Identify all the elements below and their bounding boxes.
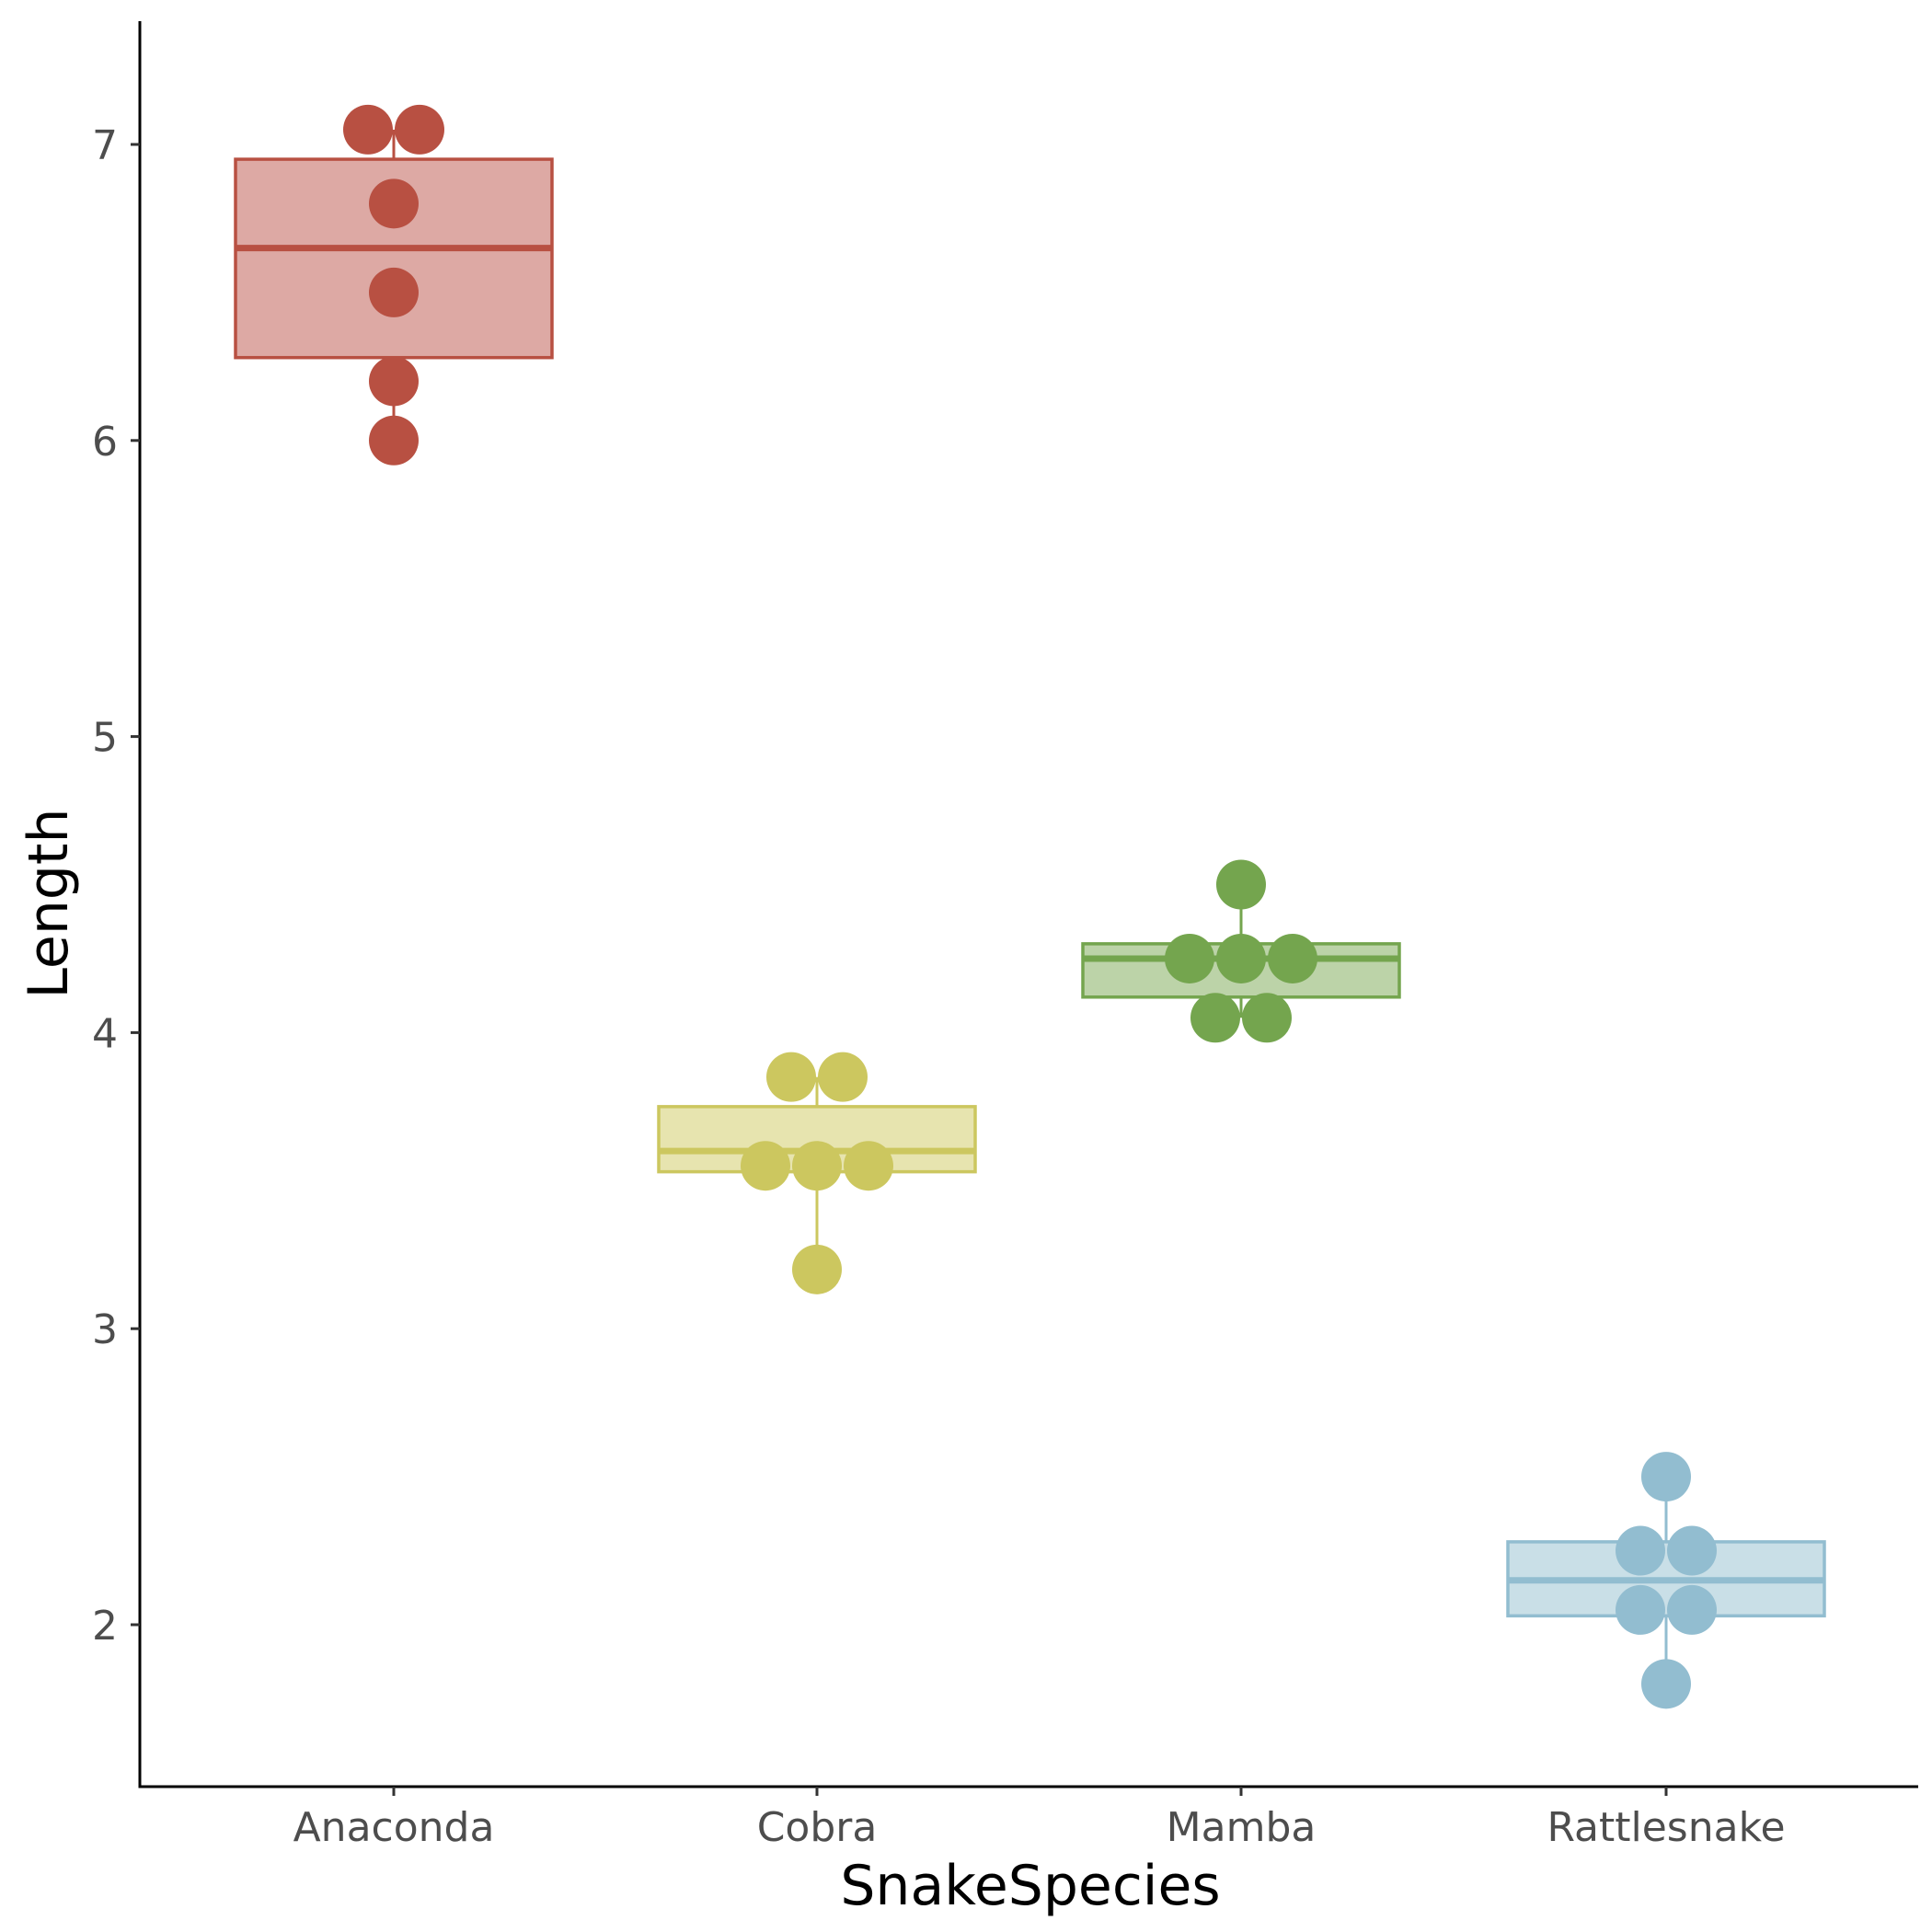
- x-tick-label: Anaconda: [293, 1804, 495, 1851]
- data-point-rattlesnake: [1641, 1452, 1691, 1502]
- data-point-mamba: [1242, 993, 1292, 1043]
- box-rattlesnake: [1506, 1477, 1826, 1685]
- data-point-rattlesnake: [1616, 1525, 1665, 1576]
- data-point-anaconda: [395, 104, 444, 155]
- y-tick-label: 2: [92, 1603, 118, 1650]
- data-point-anaconda: [343, 104, 393, 155]
- data-point-mamba: [1268, 933, 1317, 983]
- data-point-rattlesnake: [1667, 1525, 1717, 1576]
- y-axis-title: Length: [17, 809, 81, 999]
- axes-layer: [138, 21, 1918, 1788]
- data-point-cobra: [818, 1052, 868, 1102]
- y-tick-label: 3: [92, 1306, 118, 1353]
- data-point-cobra: [741, 1141, 790, 1191]
- data-point-anaconda: [369, 415, 419, 466]
- points-layer: [343, 104, 1717, 1709]
- data-point-anaconda: [369, 356, 419, 407]
- data-point-mamba: [1216, 859, 1266, 910]
- data-point-anaconda: [369, 178, 419, 229]
- x-axis-title: SnakeSpecies: [840, 1854, 1220, 1918]
- data-point-rattlesnake: [1641, 1659, 1691, 1709]
- data-point-anaconda: [369, 267, 419, 317]
- data-point-mamba: [1216, 933, 1266, 983]
- x-tick-label: Rattlesnake: [1547, 1804, 1785, 1851]
- data-point-cobra: [766, 1052, 816, 1102]
- data-point-mamba: [1165, 933, 1214, 983]
- y-tick-label: 4: [92, 1010, 118, 1057]
- y-tick-label: 5: [92, 715, 118, 762]
- data-point-cobra: [844, 1141, 893, 1191]
- ticks-layer: Anaconda Cobra Mamba Rattlesnake 2 3 4 5 6 7: [92, 122, 1786, 1851]
- x-tick-label: Cobra: [757, 1804, 878, 1851]
- y-tick-label: 7: [92, 122, 118, 169]
- data-point-rattlesnake: [1616, 1584, 1665, 1635]
- data-point-cobra: [792, 1244, 842, 1294]
- data-point-cobra: [792, 1141, 842, 1191]
- data-point-rattlesnake: [1667, 1584, 1717, 1635]
- data-point-mamba: [1190, 993, 1240, 1043]
- x-tick-label: Mamba: [1167, 1804, 1317, 1851]
- boxes-layer: [234, 129, 1826, 1685]
- y-tick-label: 6: [92, 419, 118, 466]
